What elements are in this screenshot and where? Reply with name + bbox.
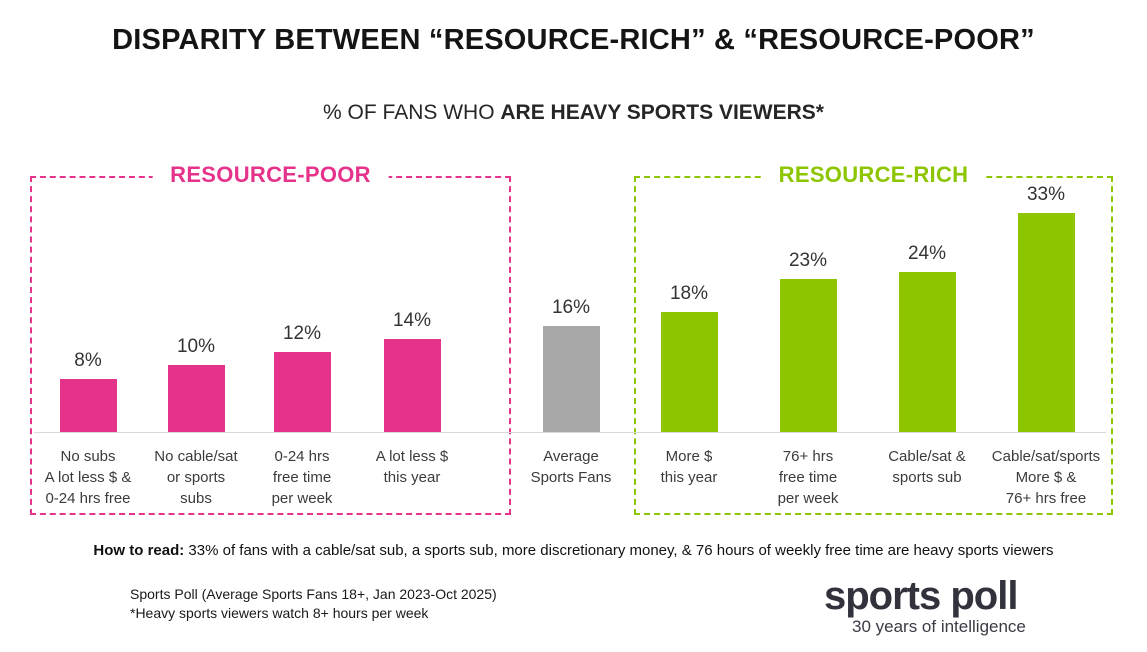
bar-0-24-hrs (273, 352, 331, 432)
bar-value-label: 16% (551, 297, 591, 318)
chart-subtitle: % OF FANS WHO ARE HEAVY SPORTS VIEWERS* (0, 101, 1147, 125)
bar-average (542, 326, 600, 432)
chart-subtitle-bold: ARE HEAVY SPORTS VIEWERS* (500, 101, 824, 124)
bar-category-label: 76+ hrs free time per week (777, 448, 839, 507)
bar-category-label: 0-24 hrs free time per week (271, 448, 333, 507)
bar-category-label: Cable/sat & sports sub (888, 448, 966, 486)
resource-poor-label: RESOURCE-POOR (152, 162, 389, 188)
bar-no-cable-sat (167, 365, 225, 432)
bar-value-label: 12% (282, 323, 322, 344)
bar-cable-sat (898, 272, 956, 432)
how-to-read-text: 33% of fans with a cable/sat sub, a spor… (184, 542, 1054, 559)
x-axis-line (34, 432, 1106, 433)
bar-value-label: 24% (907, 243, 947, 264)
bar-category-label: No subs A lot less $ & 0-24 hrs free (44, 448, 132, 507)
bar-value-label: 14% (392, 310, 432, 331)
bar-more (660, 312, 718, 432)
bar-value-label: 8% (74, 350, 102, 371)
logo-name: sports poll (824, 574, 1018, 618)
bar-cable-sat-sports (1017, 213, 1075, 432)
chart-subtitle-prefix: % OF FANS WHO (323, 101, 501, 124)
bar-value-label: 23% (788, 250, 828, 271)
bar-no-subs (59, 379, 117, 432)
source-line-2: *Heavy sports viewers watch 8+ hours per… (130, 604, 429, 621)
bar-category-label: No cable/sat or sports subs (154, 448, 238, 507)
bar-value-label: 18% (669, 283, 709, 304)
source-note: Sports Poll (Average Sports Fans 18+, Ja… (130, 585, 497, 623)
bar-category-label: Cable/sat/sports More $ & 76+ hrs free (991, 448, 1101, 507)
bar-a-lot-less (383, 339, 441, 432)
resource-rich-label: RESOURCE-RICH (760, 162, 987, 188)
bar-value-label: 10% (176, 336, 216, 357)
resource-poor-box: RESOURCE-POOR (30, 162, 511, 515)
how-to-read-label: How to read: (93, 542, 185, 559)
chart-title: DISPARITY BETWEEN “RESOURCE-RICH” & “RES… (112, 24, 1035, 56)
logo-tagline: 30 years of intelligence (852, 617, 1026, 636)
source-line-1: Sports Poll (Average Sports Fans 18+, Ja… (130, 586, 497, 602)
sports-poll-logo: sports poll 30 years of intelligence (824, 576, 1026, 637)
bar-category-label: Average Sports Fans (530, 448, 612, 486)
bar-value-label: 33% (1026, 184, 1066, 205)
bar-category-label: A lot less $ this year (375, 448, 449, 486)
bar-category-label: More $ this year (660, 448, 718, 486)
how-to-read-note: How to read: 33% of fans with a cable/sa… (0, 542, 1147, 559)
bar-76-hrs (779, 279, 837, 432)
resource-rich-box: RESOURCE-RICH (634, 162, 1113, 515)
